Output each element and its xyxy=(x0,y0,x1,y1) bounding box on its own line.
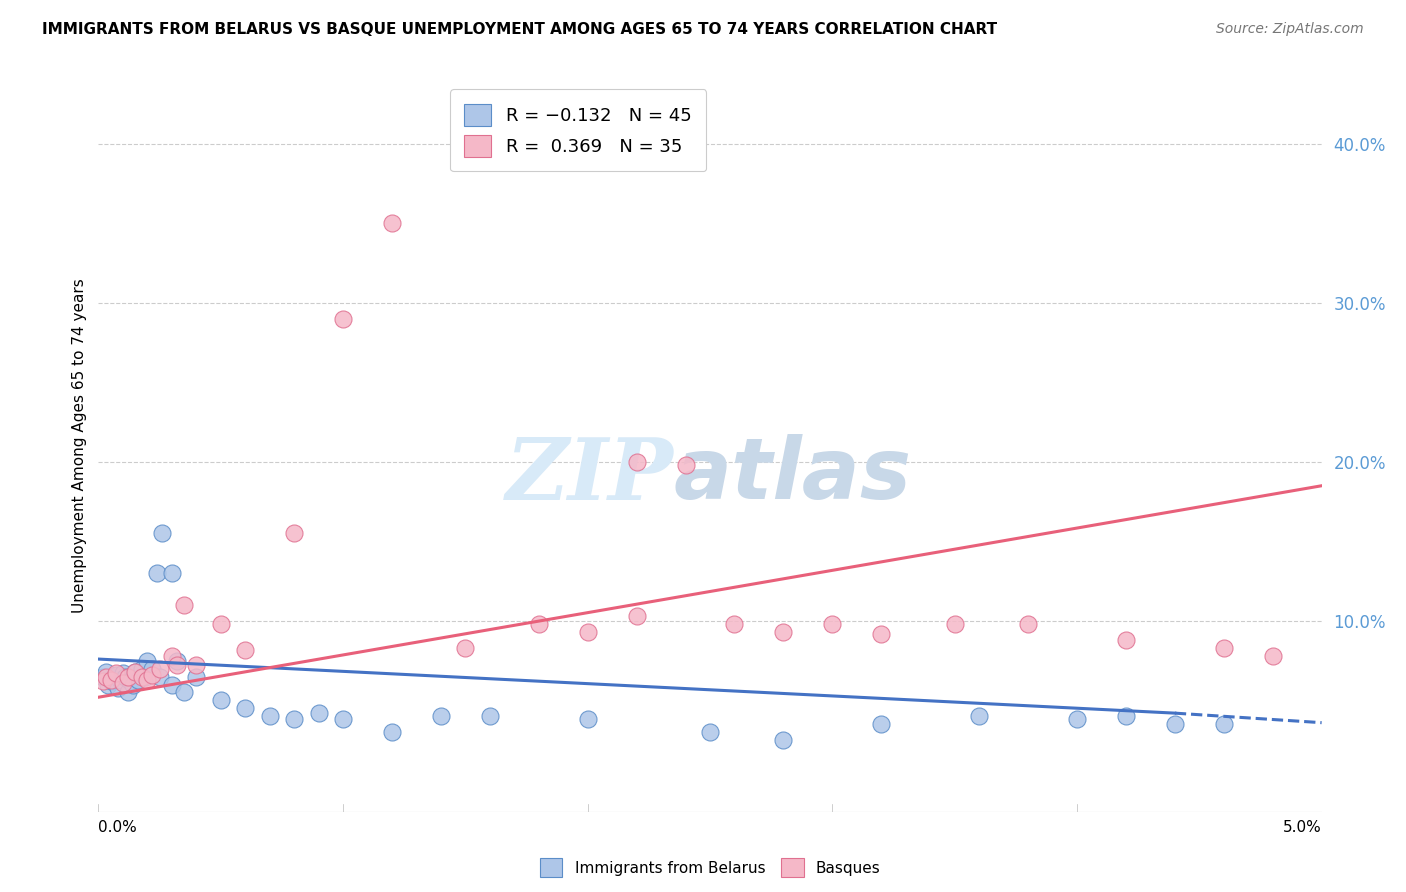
Point xyxy=(146,566,169,581)
Point xyxy=(1212,717,1234,731)
Point xyxy=(870,717,893,731)
Y-axis label: Unemployment Among Ages 65 to 74 years: Unemployment Among Ages 65 to 74 years xyxy=(72,278,87,614)
Point xyxy=(1164,717,1187,731)
Point xyxy=(160,566,183,581)
Point xyxy=(100,673,122,687)
Legend: Immigrants from Belarus, Basques: Immigrants from Belarus, Basques xyxy=(531,851,889,885)
Point xyxy=(107,681,129,695)
Text: 5.0%: 5.0% xyxy=(1282,820,1322,835)
Point xyxy=(141,662,163,676)
Point xyxy=(149,662,172,676)
Point xyxy=(454,640,477,655)
Point xyxy=(576,713,599,727)
Point xyxy=(91,674,114,689)
Point xyxy=(209,693,232,707)
Point xyxy=(430,709,453,723)
Point xyxy=(1115,709,1137,723)
Point xyxy=(124,665,146,679)
Point xyxy=(527,617,550,632)
Point xyxy=(1115,632,1137,647)
Point xyxy=(136,654,159,668)
Point xyxy=(131,662,153,676)
Text: Source: ZipAtlas.com: Source: ZipAtlas.com xyxy=(1216,22,1364,37)
Point xyxy=(141,668,163,682)
Point xyxy=(121,677,143,691)
Point xyxy=(160,648,183,663)
Point xyxy=(699,725,721,739)
Point xyxy=(626,455,648,469)
Point xyxy=(332,713,354,727)
Point xyxy=(173,598,195,612)
Point xyxy=(626,609,648,624)
Text: ZIP: ZIP xyxy=(506,434,673,517)
Point xyxy=(967,709,990,723)
Point xyxy=(283,526,305,541)
Point xyxy=(97,677,120,691)
Point xyxy=(381,216,404,230)
Point xyxy=(124,665,146,679)
Point xyxy=(1261,648,1284,663)
Point xyxy=(1066,713,1088,727)
Point xyxy=(100,674,122,689)
Point xyxy=(870,626,893,640)
Point xyxy=(166,654,188,668)
Point xyxy=(209,617,232,632)
Point xyxy=(101,671,124,685)
Point xyxy=(186,669,208,683)
Point xyxy=(117,685,139,699)
Point xyxy=(91,669,114,683)
Point xyxy=(283,713,305,727)
Point xyxy=(104,666,127,681)
Point xyxy=(166,658,188,673)
Point xyxy=(943,617,966,632)
Point xyxy=(259,709,281,723)
Point xyxy=(136,673,159,687)
Point xyxy=(233,642,256,657)
Point xyxy=(150,526,173,541)
Point xyxy=(772,625,794,640)
Point xyxy=(576,625,599,640)
Text: 0.0%: 0.0% xyxy=(98,820,138,835)
Point xyxy=(94,665,117,679)
Point xyxy=(104,668,127,682)
Point xyxy=(186,658,208,673)
Point xyxy=(134,669,156,683)
Point xyxy=(117,669,139,683)
Point xyxy=(1212,640,1234,655)
Point xyxy=(723,617,745,632)
Point xyxy=(381,725,404,739)
Point xyxy=(160,677,183,691)
Point xyxy=(127,673,149,687)
Point xyxy=(111,666,134,681)
Point xyxy=(173,685,195,699)
Point xyxy=(308,706,330,720)
Point xyxy=(772,733,794,747)
Point xyxy=(675,458,697,472)
Point xyxy=(233,701,256,715)
Point xyxy=(478,709,501,723)
Point xyxy=(131,669,153,683)
Point xyxy=(821,617,844,632)
Point xyxy=(149,669,172,683)
Point xyxy=(114,669,136,683)
Text: atlas: atlas xyxy=(673,434,911,516)
Text: IMMIGRANTS FROM BELARUS VS BASQUE UNEMPLOYMENT AMONG AGES 65 TO 74 YEARS CORRELA: IMMIGRANTS FROM BELARUS VS BASQUE UNEMPL… xyxy=(42,22,997,37)
Point xyxy=(110,673,132,687)
Point xyxy=(111,676,134,690)
Point xyxy=(120,674,142,689)
Point xyxy=(332,311,354,326)
Point xyxy=(94,669,117,683)
Point xyxy=(1017,617,1039,632)
